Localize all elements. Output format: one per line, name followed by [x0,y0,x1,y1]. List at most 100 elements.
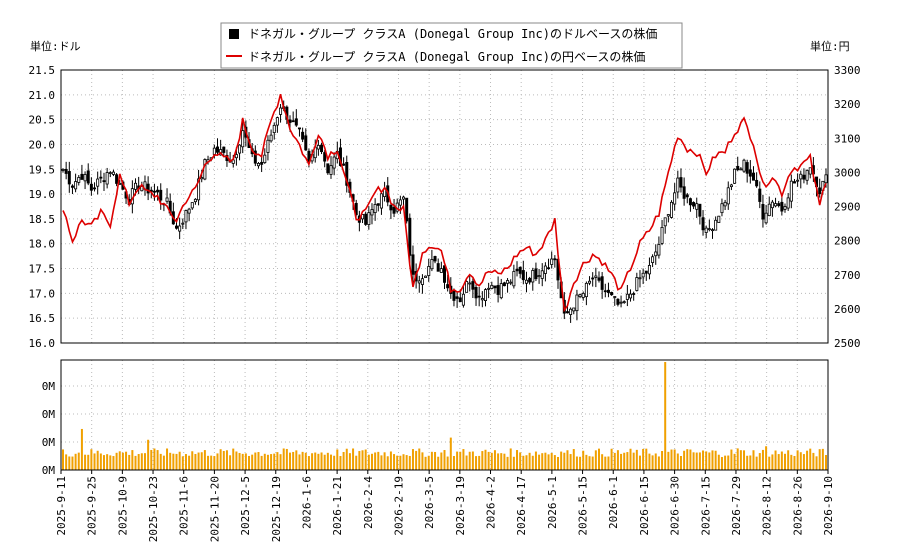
candle-body [332,156,336,169]
x-tick-label: 2026-2-19 [392,476,405,536]
volume-tick-label: 0M [42,436,56,449]
candle-body [70,185,74,188]
volume-bar [266,454,269,470]
volume-bar [203,450,206,470]
candle-body [629,293,633,299]
candle-body [275,117,279,126]
volume-bar [200,452,203,470]
x-tick-label: 2025-12-5 [239,476,252,536]
volume-bar [411,449,414,470]
volume-bar [481,451,484,470]
volume-bar [270,454,273,470]
volume-bar [449,437,452,470]
candle-body [487,287,491,290]
candle-body [572,307,576,312]
candle-body [184,210,188,223]
candle-body [506,280,510,284]
volume-bar [714,450,717,470]
candle-body [660,226,664,244]
volume-bar [812,452,815,470]
candle-body [654,251,658,257]
volume-bar [405,455,408,470]
left-tick-label: 18.0 [29,238,56,251]
volume-bar [106,454,109,470]
volume-bar [386,456,389,470]
volume-bar [430,451,433,470]
volume-bar [560,451,563,470]
candle-body [717,215,721,223]
volume-bar [771,454,774,470]
x-tick-label: 2025-10-23 [147,476,160,542]
candle-body [670,201,674,218]
volume-bar [497,453,500,470]
candle-body [792,181,796,184]
x-tick-label: 2026-7-29 [730,476,743,536]
price-panel-frame [60,69,829,344]
candle-body [588,280,592,284]
volume-bar [550,452,553,470]
candle-body [578,294,582,298]
candle-body [439,268,443,273]
volume-bar [623,452,626,470]
candle-body [528,277,532,283]
candle-body [307,150,311,162]
volume-bar [790,454,793,470]
x-tick-label: 2026-6-1 [607,476,620,529]
candle-body [799,173,803,180]
volume-bar [487,451,490,470]
volume-bar [572,449,575,470]
volume-bar [818,449,821,470]
candle-body [405,197,409,222]
candle-body [610,292,614,296]
candle-body [215,146,219,153]
candle-body [751,172,755,181]
candle-body [411,254,415,275]
left-axis-ticks: 16.0 16.5 17.0 17.5 18.0 18.5 19.0 19.5 20.0 20.5… [29,64,56,350]
candle-body [64,168,68,174]
volume-bar [825,455,827,470]
volume-bar [708,452,711,470]
candle-body [676,177,680,193]
candle-body [767,203,771,217]
volume-bar [761,449,764,470]
volume-bar [490,452,493,470]
volume-bar [440,452,443,470]
volume-bar [443,450,446,470]
candle-body [688,198,692,206]
volume-bar [355,455,358,470]
candle-body [376,203,380,206]
x-tick-label: 2025-9-25 [86,476,99,536]
volume-bar [244,453,247,470]
candle-body [698,203,702,217]
volume-bar [468,451,471,470]
volume-bar [692,452,695,470]
candle-body [86,170,90,184]
candle-body [515,268,519,272]
volume-bar [143,453,146,470]
volume-bar [651,455,654,470]
volume-bar [307,456,310,470]
candle-body [783,206,787,210]
volume-bar [654,453,657,470]
volume-bars [62,362,827,470]
volume-bar [62,449,64,470]
volume-bar [358,451,361,470]
volume-bar [68,456,71,470]
left-tick-label: 17.5 [29,263,56,276]
volume-bar [96,450,99,470]
candle-body [619,301,623,304]
volume-bar [553,455,556,470]
volume-bar [421,452,424,470]
volume-bar [500,453,503,470]
candle-body [102,180,106,183]
candle-body [742,159,746,172]
volume-bar [475,456,478,470]
left-tick-label: 19.0 [29,188,56,201]
volume-bar [364,449,367,470]
x-tick-label: 2026-3-5 [423,476,436,529]
volume-bar [525,455,528,470]
candle-body [452,290,456,301]
candle-body [260,161,264,165]
x-tick-label: 2025-9-11 [55,476,68,536]
volume-bar [698,452,701,470]
